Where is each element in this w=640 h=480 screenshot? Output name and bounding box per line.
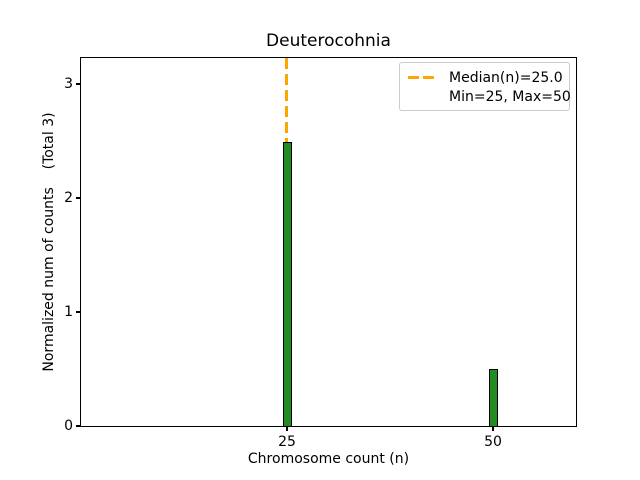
y-axis-label: Normalized num of counts (Total 3) [41, 112, 57, 372]
y-tick-mark-0 [76, 425, 80, 427]
legend: Median(n)=25.0 Min=25, Max=50 [399, 62, 571, 111]
y-tick-label-0: 0 [64, 418, 73, 434]
median-dashed-line-icon [408, 76, 434, 79]
chart-title: Deuterocohnia [266, 31, 391, 51]
y-tick-mark-2 [76, 197, 80, 199]
plot-area [80, 57, 577, 427]
x-tick-label-25: 25 [278, 434, 296, 450]
x-tick-mark-25 [286, 427, 288, 431]
legend-label-minmax: Min=25, Max=50 [449, 88, 571, 105]
x-tick-mark-50 [492, 427, 494, 431]
legend-row-median: Median(n)=25.0 [408, 68, 563, 87]
bar-n25 [283, 142, 292, 426]
y-tick-label-2: 2 [64, 190, 73, 206]
legend-row-minmax: Min=25, Max=50 [408, 87, 571, 106]
y-tick-label-1: 1 [64, 304, 73, 320]
bar-n50 [489, 369, 498, 426]
y-tick-mark-1 [76, 311, 80, 313]
legend-label-median: Median(n)=25.0 [449, 69, 563, 86]
y-tick-mark-3 [76, 83, 80, 85]
x-tick-label-50: 50 [484, 434, 502, 450]
y-tick-label-3: 3 [64, 76, 73, 92]
x-axis-label: Chromosome count (n) [247, 451, 410, 467]
